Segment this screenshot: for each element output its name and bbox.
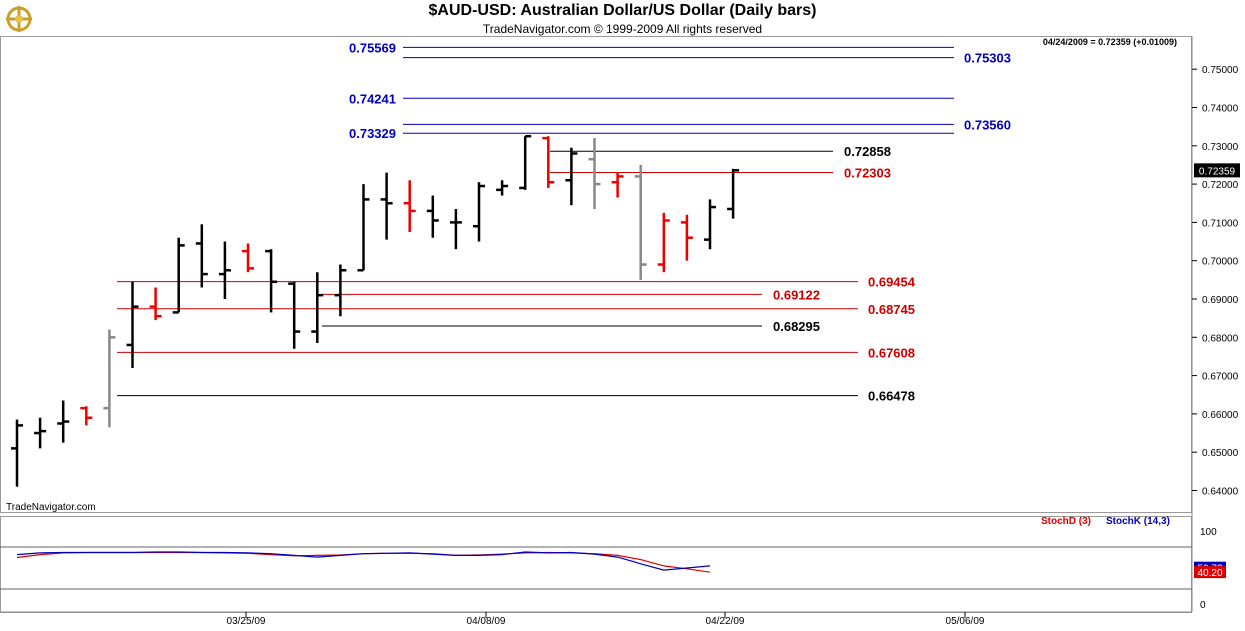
level-label: 0.69454 (868, 275, 916, 290)
level-label: 0.75303 (964, 51, 1011, 66)
level-label: 0.69122 (773, 287, 820, 302)
x-tick-label: 04/08/09 (467, 616, 506, 627)
footer-brand: TradeNavigator.com (6, 502, 96, 513)
stoch-tick-0: 0 (1200, 600, 1206, 611)
x-tick-label: 04/22/09 (706, 616, 745, 627)
stoch-panel (0, 516, 1192, 613)
y-tick-label: 0.71000 (1202, 218, 1239, 229)
last-price-tag (1194, 163, 1240, 178)
level-label: 0.68745 (868, 302, 915, 317)
chart-title: $AUD-USD: Australian Dollar/US Dollar (D… (428, 2, 817, 19)
level-label: 0.74241 (349, 91, 396, 106)
stoch-k-line (16, 551, 711, 571)
y-tick-label: 0.65000 (1202, 448, 1239, 459)
stoch-tick-100: 100 (1200, 527, 1217, 538)
y-tick-label: 0.74000 (1202, 104, 1239, 115)
y-tick-label: 0.67000 (1202, 372, 1239, 383)
price-readout: 04/24/2009 = 0.72359 (+0.01009) (1042, 37, 1177, 47)
stoch-k-legend: StochK (14,3) (1106, 516, 1170, 527)
stoch-d-tag (1194, 566, 1226, 579)
y-tick-label: 0.68000 (1202, 333, 1239, 344)
price-panel (0, 36, 1192, 513)
chart-subtitle: TradeNavigator.com © 1999-2009 All right… (482, 22, 763, 36)
x-tick-label: 03/25/09 (227, 616, 266, 627)
level-label: 0.72858 (844, 144, 891, 159)
y-tick-label: 0.69000 (1202, 295, 1239, 306)
y-tick-label: 0.75000 (1202, 65, 1239, 76)
level-label: 0.66478 (868, 389, 915, 404)
y-tick-label: 0.72000 (1202, 180, 1239, 191)
y-tick-label: 0.64000 (1202, 487, 1239, 498)
last-price-label: 0.72359 (1199, 166, 1236, 177)
level-label: 0.67608 (868, 345, 915, 360)
stoch-d-value: 40.20 (1197, 568, 1222, 579)
y-tick-label: 0.70000 (1202, 257, 1239, 268)
level-label: 0.73560 (964, 117, 1011, 132)
y-tick-label: 0.66000 (1202, 410, 1239, 421)
level-label: 0.68295 (773, 319, 820, 334)
level-label: 0.72303 (844, 165, 891, 180)
stoch-d-legend: StochD (3) (1041, 516, 1091, 527)
y-tick-label: 0.73000 (1202, 142, 1239, 153)
level-label: 0.73329 (349, 126, 396, 141)
x-tick-label: 05/06/09 (946, 616, 985, 627)
level-label: 0.75569 (349, 40, 396, 55)
tradenavigator-logo-icon (4, 4, 34, 34)
